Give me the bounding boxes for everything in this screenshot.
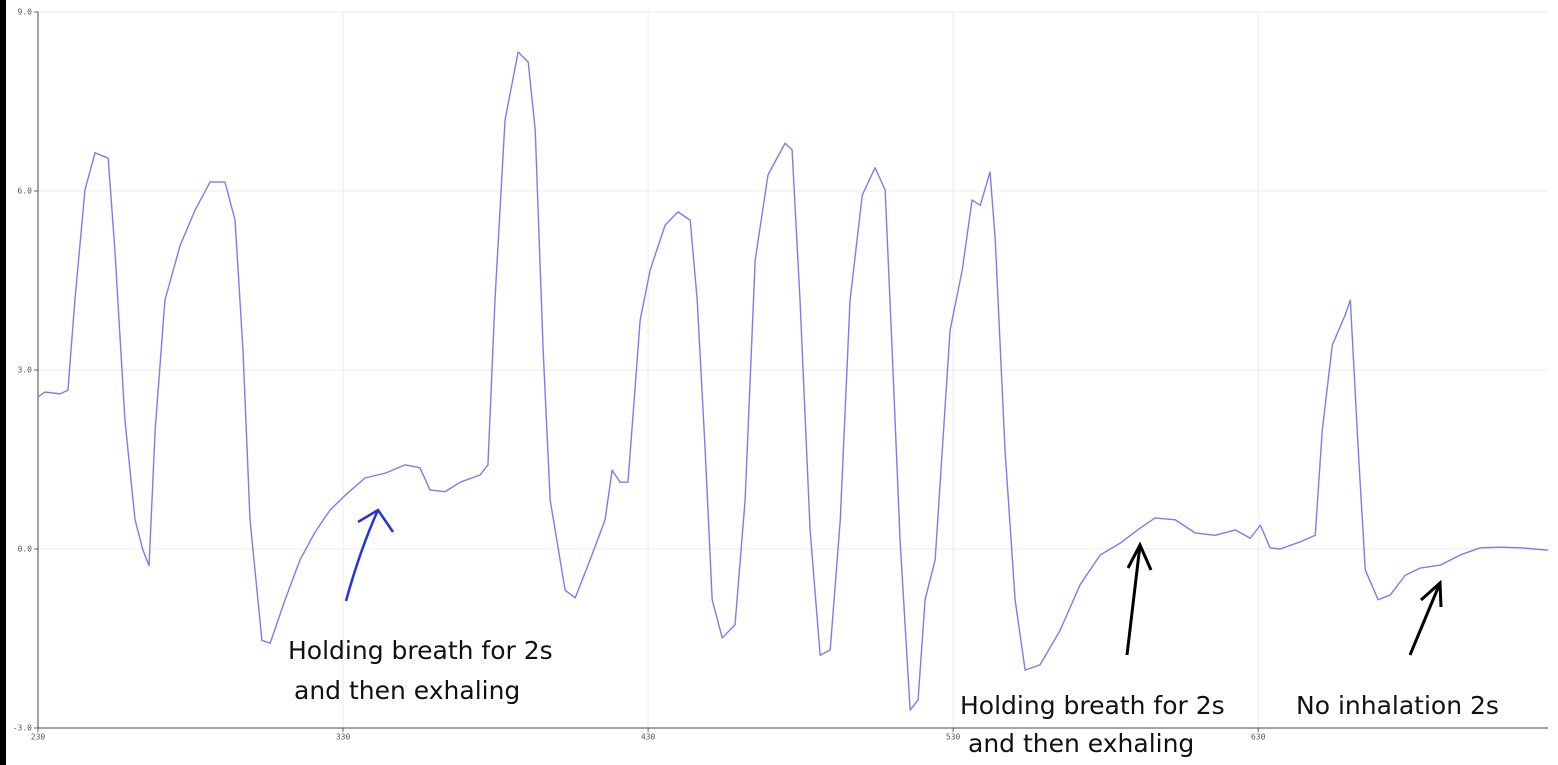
arrow	[1408, 579, 1443, 656]
left-edge	[0, 0, 6, 765]
y-tick-label: -3.0	[13, 724, 32, 733]
y-tick-label: 6.0	[18, 187, 33, 196]
plot: -3.0 0.0 3.0 6.0 9.0 230 330 430 530 630	[13, 8, 1549, 742]
annotation: No inhalation 2s	[1296, 691, 1499, 720]
annotation: and then exhaling	[294, 676, 520, 705]
y-tick-label: 3.0	[18, 366, 33, 375]
arrow	[1125, 541, 1153, 656]
y-tick-label: 0.0	[18, 545, 33, 554]
x-tick-label: 530	[946, 733, 961, 742]
x-tick-label: 430	[641, 733, 656, 742]
data-line	[37, 51, 1549, 711]
x-tick-label: 630	[1251, 733, 1266, 742]
annotation: and then exhaling	[968, 729, 1194, 758]
arrows	[344, 508, 1443, 656]
y-tick-label: 9.0	[18, 8, 33, 17]
blue-arrow	[344, 508, 395, 602]
annotation: Holding breath for 2s	[960, 691, 1225, 720]
x-tick-label: 330	[336, 733, 351, 742]
annotation: Holding breath for 2s	[288, 636, 553, 665]
x-tick-label: 230	[31, 733, 46, 742]
